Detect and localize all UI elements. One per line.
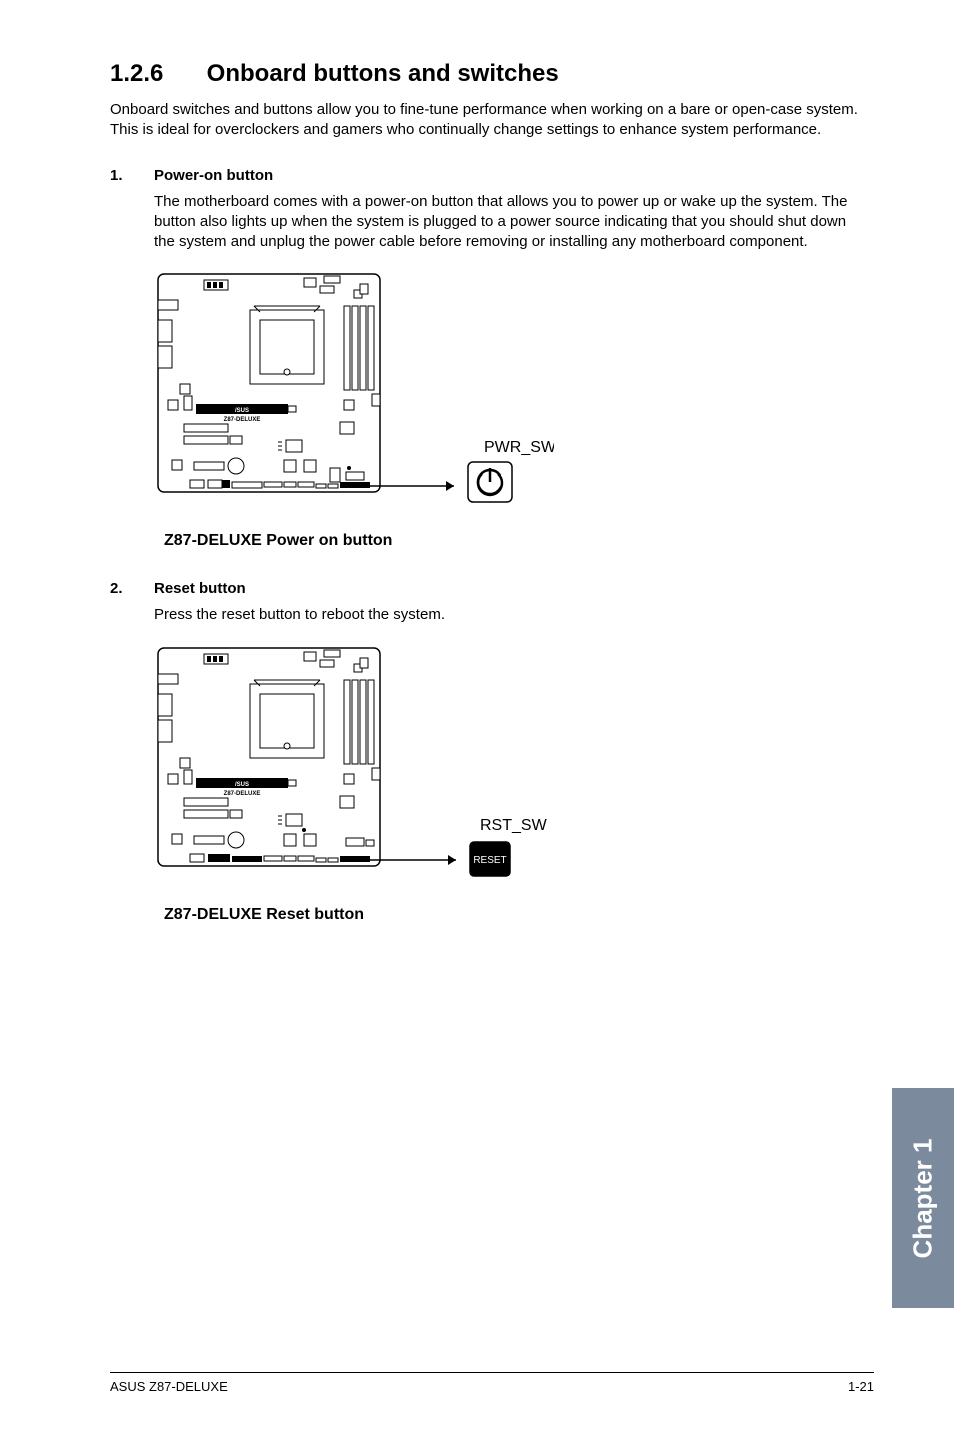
item-header: 1. Power-on button xyxy=(110,167,870,184)
section-heading: 1.2.6 Onboard buttons and switches xyxy=(110,60,870,88)
content-area: 1.2.6 Onboard buttons and switches Onboa… xyxy=(110,60,870,924)
board-brand-label: /SUS xyxy=(235,782,249,788)
callout-label: PWR_SW xyxy=(484,439,554,456)
board-diagram-svg: /SUS Z87-DELUXE xyxy=(154,266,554,526)
item-title: Power-on button xyxy=(154,167,273,184)
item-header: 2. Reset button xyxy=(110,580,870,597)
board-brand-label: /SUS xyxy=(235,408,249,414)
board-model-label: Z87-DELUXE xyxy=(224,417,261,423)
chapter-tab: Chapter 1 xyxy=(892,1088,954,1308)
board-model-label: Z87-DELUXE xyxy=(224,791,261,797)
board-diagram-svg: /SUS Z87-DELUXE xyxy=(154,640,554,900)
page-footer: ASUS Z87-DELUXE 1-21 xyxy=(110,1372,874,1394)
item-reset: 2. Reset button Press the reset button t… xyxy=(110,580,870,923)
section-number: 1.2.6 xyxy=(110,60,200,88)
item-body: Press the reset button to reboot the sys… xyxy=(154,605,870,625)
diagram-power-on: /SUS Z87-DELUXE xyxy=(154,266,870,550)
item-power-on: 1. Power-on button The motherboard comes… xyxy=(110,167,870,551)
page: 1.2.6 Onboard buttons and switches Onboa… xyxy=(0,0,954,1438)
diagram-caption: Z87-DELUXE Reset button xyxy=(164,906,870,924)
item-body: The motherboard comes with a power-on bu… xyxy=(154,192,870,253)
callout-label: RST_SW xyxy=(480,817,548,834)
reset-button-label: RESET xyxy=(473,855,506,866)
diagram-caption: Z87-DELUXE Power on button xyxy=(164,532,870,550)
footer-left: ASUS Z87-DELUXE xyxy=(110,1379,228,1394)
item-number: 1. xyxy=(110,167,154,184)
diagram-reset: /SUS Z87-DELUXE xyxy=(154,640,870,924)
intro-paragraph: Onboard switches and buttons allow you t… xyxy=(110,100,870,141)
item-title: Reset button xyxy=(154,580,246,597)
footer-right: 1-21 xyxy=(848,1379,874,1394)
chapter-tab-label: Chapter 1 xyxy=(908,1138,939,1258)
section-title: Onboard buttons and switches xyxy=(207,60,559,87)
item-number: 2. xyxy=(110,580,154,597)
